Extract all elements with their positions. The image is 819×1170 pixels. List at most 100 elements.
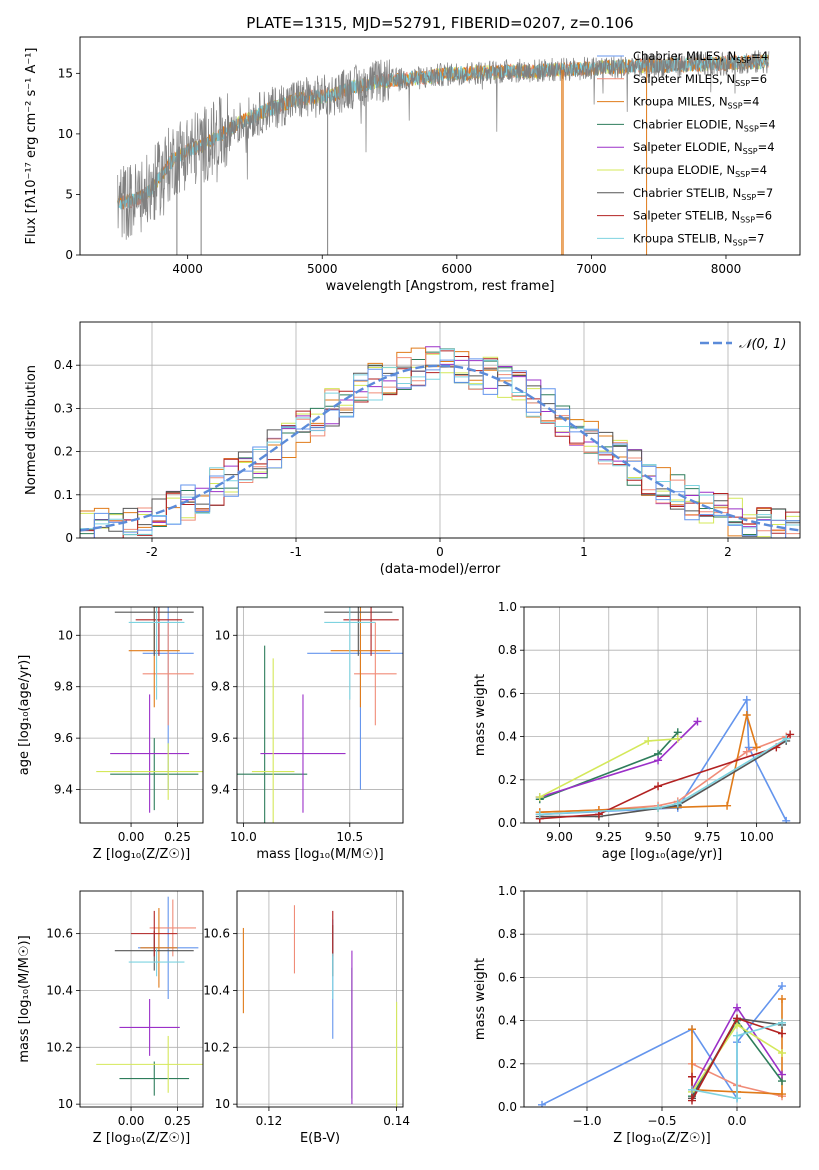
weight-point-marker — [778, 982, 786, 991]
y-tick-label: 0 — [65, 531, 73, 545]
legend-suffix: =6 — [750, 72, 767, 86]
weight-series-line — [539, 711, 758, 813]
normal-curve — [80, 364, 800, 532]
weight-point-marker — [752, 743, 761, 752]
weight-point-marker — [535, 793, 544, 802]
axes-frame — [79, 890, 204, 1108]
x-tick-label: 0 — [436, 545, 444, 559]
weight-point-marker — [538, 1100, 546, 1107]
legend-suffix: =4 — [758, 140, 775, 154]
plot-area-age_vs_mass — [237, 607, 403, 823]
legend-subscript: SSP — [733, 238, 748, 247]
y-tick-label: 0.2 — [54, 445, 73, 459]
y-tick-label: 0.6 — [498, 686, 517, 700]
axes-frame — [79, 606, 204, 824]
weight-point-marker — [778, 1018, 786, 1027]
legend-subscript: SSP — [728, 102, 743, 111]
y-axis-label: mass weight — [473, 674, 488, 756]
y-axis-label: mass [log₁₀(M/M☉)] — [17, 935, 32, 1062]
y-axis-label: Flux [fλ10⁻¹⁷ erg cm⁻² s⁻¹ A⁻¹] — [24, 48, 39, 245]
weight-point-marker — [673, 734, 682, 743]
legend-label: Kroupa STELIB, NSSP=7 — [633, 231, 764, 247]
weight-series-line — [539, 738, 787, 816]
weight-point-marker — [535, 810, 544, 819]
plot-area-mass_vs_Z — [96, 896, 203, 1096]
axes-weight_vs_Z: −1.0 −0.5 0.0 0.0 0.2 0.4 0.6 0.8 1.0 Z [log₁₀(Z/… — [473, 884, 801, 1146]
legend-label: Chabrier STELIB, NSSP=7 — [633, 186, 773, 202]
x-tick-label: 8000 — [711, 262, 742, 276]
weight-point-marker — [782, 734, 791, 743]
axes-frame — [523, 890, 801, 1108]
x-tick-label: 9.75 — [694, 830, 721, 844]
y-axis-label: mass weight — [473, 958, 488, 1040]
axes-frame — [79, 321, 801, 539]
legend-subscript: SSP — [743, 147, 758, 156]
y-tick-label: 0.0 — [498, 1100, 517, 1114]
weight-point-marker — [786, 730, 795, 739]
legend-label: Salpeter MILES, NSSP=6 — [633, 72, 767, 88]
y-tick-label: 0.4 — [498, 730, 517, 744]
weight-point-marker — [778, 1029, 786, 1038]
weight-point-marker — [688, 1072, 696, 1081]
x-tick-label: −1.0 — [572, 1114, 601, 1128]
weight-point-marker — [673, 799, 682, 808]
y-tick-label: 0.1 — [54, 488, 73, 502]
legend-suffix: =4 — [743, 95, 760, 109]
x-tick-label: 7000 — [576, 262, 607, 276]
x-axis-label: (data-model)/error — [380, 562, 501, 577]
weight-point-marker — [723, 801, 732, 810]
y-tick-label: 10 — [215, 1097, 230, 1111]
legend-subscript: SSP — [740, 216, 755, 225]
y-tick-label: 10.2 — [46, 1040, 73, 1054]
x-tick-label: 0.14 — [383, 1114, 410, 1128]
axes-frame — [236, 606, 404, 824]
y-tick-label: 9.8 — [54, 680, 73, 694]
y-axis-label: Normed distribution — [24, 365, 39, 495]
x-tick-label: 0.25 — [164, 1114, 191, 1128]
weight-point-marker — [654, 756, 663, 765]
y-tick-label: 5 — [65, 187, 73, 201]
weight-point-marker — [778, 995, 786, 1003]
plot-area-mass_vs_ebv — [242, 905, 398, 1107]
axes-residuals: -2 -1 0 1 2 0 0.1 0.2 0.3 0.4 (data-model)/error No… — [24, 321, 801, 577]
legend-subscript: SSP — [736, 56, 751, 65]
y-tick-label: 9.6 — [54, 731, 73, 745]
plot-area-residuals — [80, 346, 800, 538]
y-tick-label: 0.4 — [498, 1014, 517, 1028]
weight-point-marker — [782, 816, 791, 823]
weight-point-marker — [742, 695, 751, 704]
x-axis-label: age [log₁₀(age/yr)] — [602, 847, 723, 862]
plot-area-weight_vs_Z — [538, 982, 786, 1107]
y-tick-label: 10.6 — [46, 927, 73, 941]
weight-point-marker — [733, 1003, 741, 1012]
legend-subscript: SSP — [744, 124, 759, 133]
weight-point-marker — [733, 1014, 741, 1023]
axes-frame — [79, 36, 801, 256]
legend-suffix: =6 — [755, 209, 772, 223]
y-tick-label: 0.8 — [498, 927, 517, 941]
x-tick-label: 5000 — [307, 262, 338, 276]
axes-frame — [236, 890, 404, 1108]
legend-label: Salpeter STELIB, NSSP=6 — [633, 209, 772, 225]
x-tick-label: 6000 — [442, 262, 473, 276]
y-tick-label: 0 — [65, 248, 73, 262]
weight-point-marker — [654, 782, 663, 791]
y-tick-label: 10.4 — [203, 983, 230, 997]
legend-suffix: =4 — [750, 163, 767, 177]
x-tick-label: 0.25 — [164, 830, 191, 844]
x-axis-label: wavelength [Angstrom, rest frame] — [326, 279, 555, 294]
residual-histogram — [80, 358, 800, 538]
legend-suffix: =4 — [759, 117, 776, 131]
y-tick-label: 9.6 — [211, 731, 230, 745]
y-tick-label: 10.2 — [203, 1040, 230, 1054]
y-tick-label: 0.8 — [498, 643, 517, 657]
y-tick-label: 10 — [58, 127, 73, 141]
x-axis-label: mass [log₁₀(M/M☉)] — [256, 847, 383, 862]
weight-point-marker — [744, 743, 753, 752]
legend-suffix: =7 — [748, 231, 765, 245]
y-tick-label: 10.6 — [203, 927, 230, 941]
weight-point-marker — [688, 1085, 696, 1094]
x-tick-label: 1 — [580, 545, 588, 559]
axes-mass_vs_Z: 0.00 0.25 10 10.2 10.4 10.6 Z [log₁₀(Z/Z☉)] mas… — [17, 890, 204, 1146]
legend-suffix: =4 — [751, 49, 768, 63]
